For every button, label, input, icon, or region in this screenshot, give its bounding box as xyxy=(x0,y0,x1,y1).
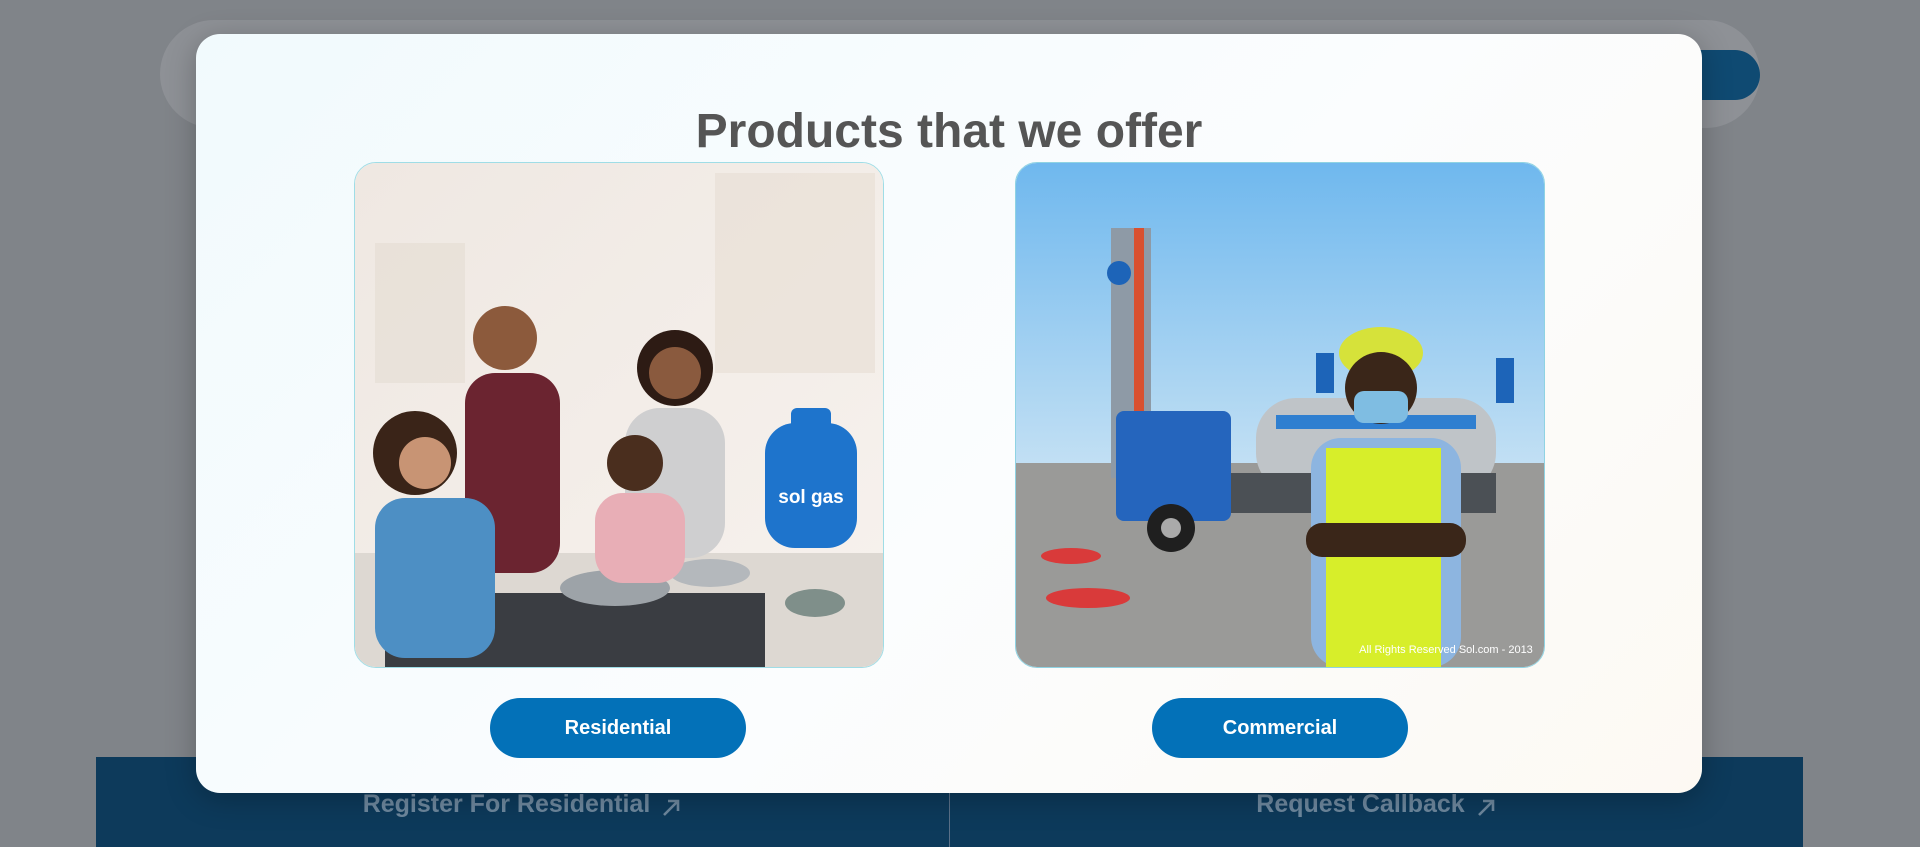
products-modal: Products that we offer sol gas xyxy=(196,34,1702,793)
svg-text:sol gas: sol gas xyxy=(778,487,843,508)
register-residential-link[interactable]: Register For Residential xyxy=(96,757,949,847)
commercial-button[interactable]: Commercial xyxy=(1152,698,1408,758)
residential-image[interactable]: sol gas xyxy=(354,162,884,668)
family-cooking-illustration: sol gas xyxy=(355,163,883,667)
commercial-image[interactable]: All Rights Reserved Sol.com - 2013 xyxy=(1015,162,1545,668)
arrow-up-right-icon xyxy=(1477,799,1495,816)
modal-title: Products that we offer xyxy=(695,105,1203,158)
worker-tanker-illustration: All Rights Reserved Sol.com - 2013 xyxy=(1016,163,1544,667)
register-residential-label: Register For Residential xyxy=(362,790,651,818)
request-callback-label: Request Callback xyxy=(1256,790,1465,818)
image-watermark: All Rights Reserved Sol.com - 2013 xyxy=(1359,644,1533,656)
arrow-up-right-icon xyxy=(663,799,680,816)
request-callback-link[interactable]: Request Callback xyxy=(949,757,1803,847)
residential-button[interactable]: Residential xyxy=(490,698,746,758)
